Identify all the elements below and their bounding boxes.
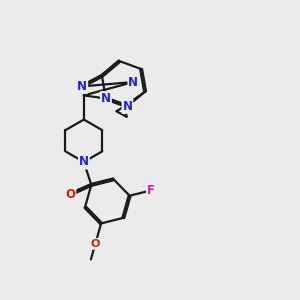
Text: N: N — [77, 80, 87, 93]
Text: N: N — [128, 76, 138, 88]
Text: N: N — [122, 100, 133, 113]
Text: O: O — [65, 188, 75, 201]
Text: N: N — [101, 92, 111, 105]
Text: N: N — [79, 155, 89, 169]
Text: O: O — [91, 239, 100, 249]
Text: F: F — [147, 184, 155, 197]
